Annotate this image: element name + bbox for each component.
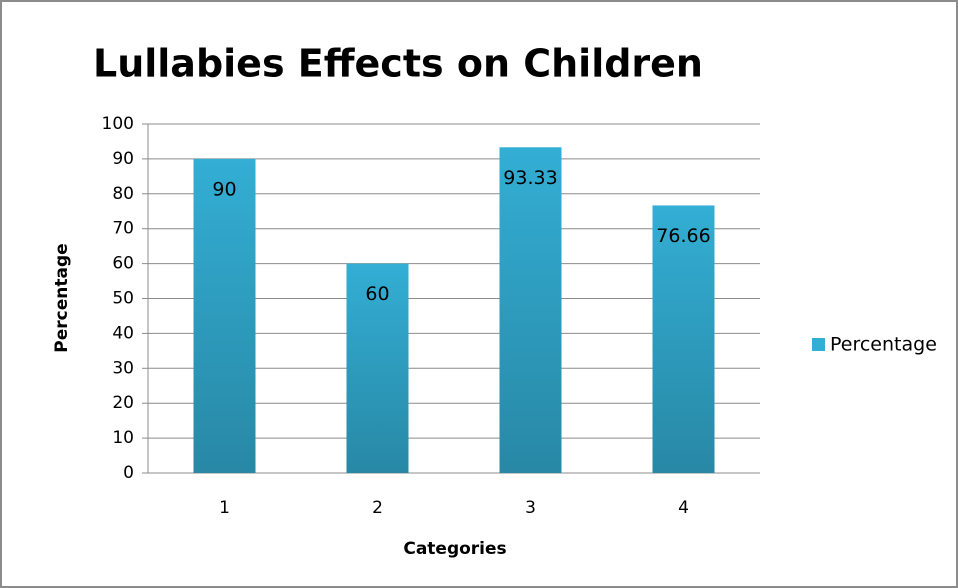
x-tick-label: 3 xyxy=(525,498,536,518)
x-tick-label: 2 xyxy=(372,498,383,518)
data-label: 76.66 xyxy=(656,225,710,247)
legend-swatch xyxy=(812,338,825,351)
data-label: 60 xyxy=(365,283,389,305)
y-tick-label: 40 xyxy=(112,323,134,343)
x-tick-label: 4 xyxy=(678,498,689,518)
bar xyxy=(346,263,409,473)
data-label: 90 xyxy=(212,178,236,200)
y-tick-label: 0 xyxy=(123,463,134,483)
y-tick-label: 50 xyxy=(112,289,134,309)
y-axis-label: Percentage xyxy=(52,243,72,352)
data-label: 93.33 xyxy=(503,167,557,189)
legend-label: Percentage xyxy=(830,334,937,356)
bar xyxy=(499,147,562,473)
y-tick-label: 60 xyxy=(112,254,134,274)
y-tick-label: 90 xyxy=(112,149,134,169)
x-tick-label: 1 xyxy=(219,498,230,518)
y-tick-label: 30 xyxy=(112,358,134,378)
y-tick-label: 70 xyxy=(112,219,134,239)
y-tick-label: 80 xyxy=(112,184,134,204)
y-tick-label: 10 xyxy=(112,428,134,448)
bar xyxy=(193,158,256,473)
chart-title: Lullabies Effects on Children xyxy=(93,42,703,86)
y-tick-label: 100 xyxy=(102,114,134,134)
y-tick-label: 20 xyxy=(112,393,134,413)
bar xyxy=(652,205,715,473)
x-axis-label: Categories xyxy=(403,539,506,559)
